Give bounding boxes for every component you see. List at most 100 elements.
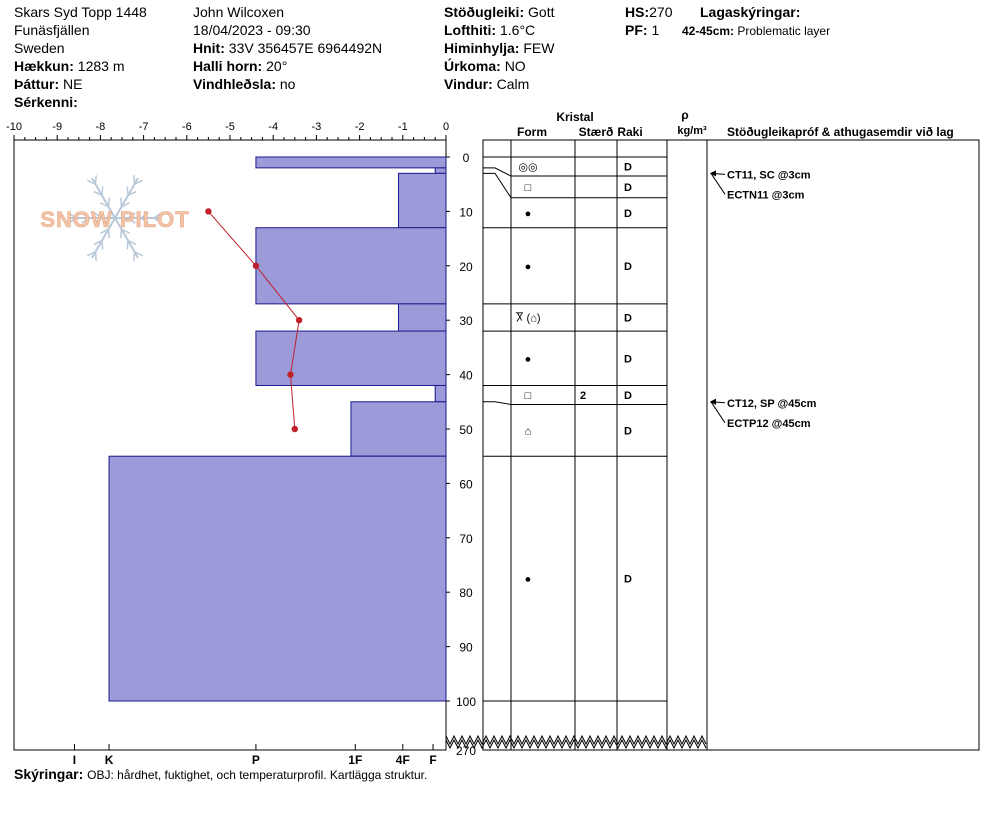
snowflake-branch (94, 212, 103, 219)
hardness-bar (255, 330, 447, 386)
grain-form-symbol: ◎◎ (518, 162, 537, 174)
form-header: Form (517, 125, 547, 139)
moisture-value: D (624, 574, 632, 586)
hardness-bar (397, 172, 447, 229)
snowflake-branch (134, 251, 143, 257)
snowpilot-logo: SNOW PILOT (40, 175, 189, 261)
stability-test-label: ECTN11 @3cm (727, 189, 805, 201)
grain-form-symbol: Ⴟ (⌂) (516, 311, 541, 324)
snowflake-branch (133, 251, 136, 261)
snowflake-branch (68, 217, 77, 224)
snowflake-branch (107, 197, 110, 207)
site-info: Skars Syd Topp 1448 Funäsfjällen Sweden … (14, 3, 147, 111)
layer-note: 42-45cm: Problematic layer (682, 22, 830, 40)
layer-connector (483, 172, 512, 199)
hardness-bar (397, 303, 447, 332)
moisture-value: D (624, 261, 632, 273)
site-name: Skars Syd Topp 1448 (14, 4, 147, 20)
snowflake-branch (81, 212, 90, 219)
snowflake-branch (120, 197, 123, 207)
moisture-value: D (624, 390, 632, 402)
observation-datetime: 18/04/2023 - 09:30 (193, 22, 311, 38)
layer-note-range: 42-45cm: (682, 24, 735, 38)
wind-loading-label: Vindhleðsla: (193, 76, 276, 92)
wind-loading-value: no (279, 76, 296, 92)
stability-test-label: ECTP12 @45cm (727, 418, 811, 430)
snowflake-branch (153, 217, 162, 224)
hardness-bar (255, 227, 447, 305)
snowpilot-logo-text: SNOW PILOT (40, 207, 189, 232)
snowflake-branch (101, 240, 104, 250)
wind-loading: Vindhleðsla: no (193, 75, 382, 93)
hardness-bar (255, 156, 447, 169)
wind-value: Calm (496, 76, 530, 92)
depth-tick-label: 30 (459, 314, 473, 328)
snowflake-branch (127, 190, 137, 197)
hardness-tick-label: 4F (396, 753, 410, 767)
slope-value: 20° (266, 58, 288, 74)
wind-label: Vindur: (444, 76, 493, 92)
aspect-value: NE (63, 76, 83, 92)
moisture-value: D (624, 182, 632, 194)
layer-notes-label: Lagaskýringar: (700, 4, 801, 20)
layer-connector (483, 167, 512, 177)
moisture-value: D (624, 353, 632, 365)
snowflake-branch (93, 190, 103, 197)
snowflake-arm (91, 217, 116, 259)
snowflake-branch (94, 251, 97, 261)
footer-label: Skýringar: (14, 766, 84, 782)
stability-test-arrow (710, 173, 726, 195)
depth-tick-label: 60 (459, 477, 473, 491)
snowflake-branch (134, 179, 143, 185)
moisture-value: D (624, 162, 632, 174)
depth-tick-label: 20 (459, 260, 473, 274)
snowflake-branch (126, 186, 129, 196)
observer-name: John Wilcoxen (193, 4, 285, 20)
site-region: Funäsfjällen (14, 22, 90, 38)
temp-tick-label: -10 (6, 121, 22, 133)
density-unit-header: kg/m³ (677, 125, 707, 137)
hs: HS:270 (625, 3, 672, 21)
grain-form-symbol: ● (525, 574, 532, 586)
site-special: Sérkenni: (14, 93, 147, 111)
special-label: Sérkenni: (14, 94, 78, 110)
hardness-tick-label: P (252, 753, 260, 767)
snowflake-branch (87, 251, 96, 257)
stability: Stöðugleiki: Gott (444, 3, 554, 21)
pf-label: PF: (625, 22, 648, 38)
rho-header: ρ (681, 108, 688, 122)
sky-value: FEW (523, 40, 555, 56)
temperature-point (287, 371, 294, 378)
pf: PF: 1 (625, 21, 672, 39)
size-header: Stærð (579, 125, 614, 139)
stability-test-arrow (710, 401, 726, 424)
snowflake-branch (101, 186, 104, 196)
tests-header: Stöðugleikapróf & athugasemdir við lag (727, 125, 954, 139)
grain-size: 2 (580, 390, 586, 402)
site-elevation: Hækkun: 1283 m (14, 57, 147, 75)
moisture-header: Raki (617, 125, 642, 139)
grain-form-symbol: □ (525, 390, 532, 402)
grain-form-symbol: ● (525, 353, 532, 365)
temp-tick-label: -4 (268, 121, 278, 133)
hardness-tick-label: 1F (348, 753, 362, 767)
temp-tick-label: 0 (443, 121, 449, 133)
temp-tick-label: -7 (139, 121, 149, 133)
observer-info: John Wilcoxen 18/04/2023 - 09:30 Hnit: 3… (193, 3, 382, 93)
hardness-tick-label: I (73, 753, 76, 767)
hs-label: HS: (625, 4, 650, 20)
precip-value: NO (504, 58, 526, 74)
snowflake-branch (93, 239, 103, 246)
elevation-label: Hækkun: (14, 58, 74, 74)
site-country: Sweden (14, 40, 65, 56)
stability-test-label: CT12, SP @45cm (727, 398, 817, 410)
snowflake-arm (114, 177, 139, 219)
hardness-tick-label: K (105, 753, 114, 767)
snowflake-branch (94, 217, 103, 224)
moisture-value: D (624, 208, 632, 220)
snowflake-branch (68, 212, 77, 219)
stability-label: Stöðugleiki: (444, 4, 525, 20)
coords-value: 33V 356457E 6964492N (228, 40, 383, 56)
snowflake-branch (121, 202, 130, 208)
depth-break-zigzag (445, 738, 707, 750)
